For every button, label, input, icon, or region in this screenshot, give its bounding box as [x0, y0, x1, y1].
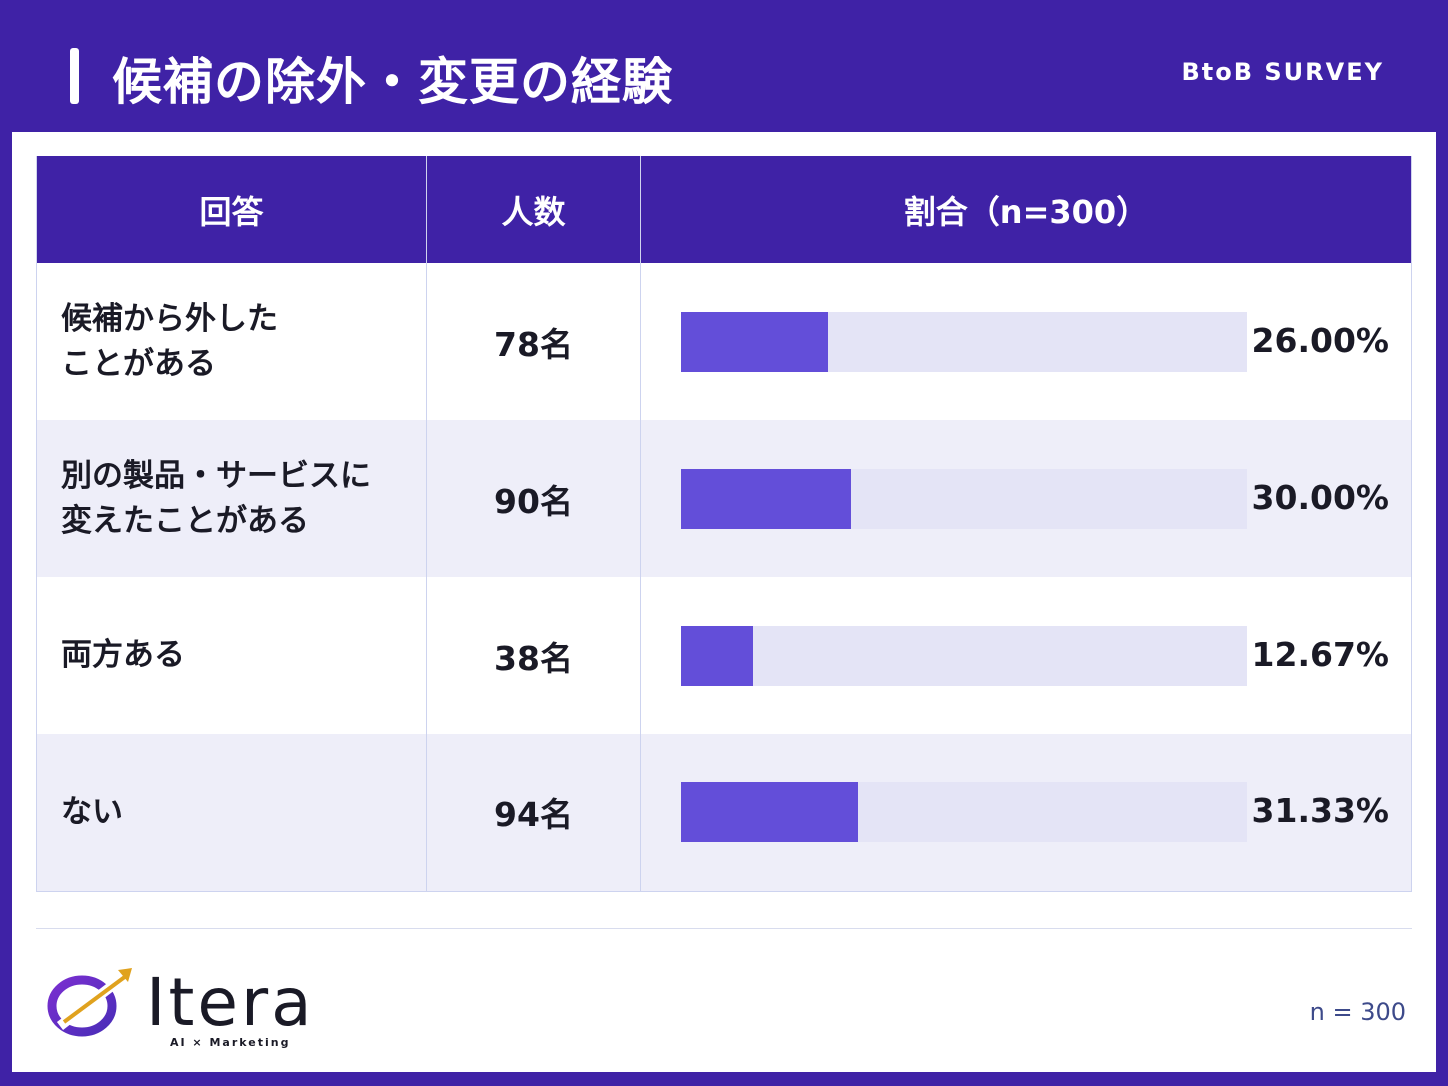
count-value: 38名 — [494, 638, 573, 678]
percent-label: 26.00% — [1251, 320, 1389, 360]
count-value: 90名 — [494, 481, 573, 521]
header-count: 人数 — [426, 156, 641, 263]
survey-tag: BtoB SURVEY — [1181, 58, 1384, 86]
count-value: 78名 — [494, 324, 573, 364]
bar-fill — [681, 625, 753, 686]
answer-label: 別の製品・サービスに 変えたことがある — [61, 457, 371, 539]
bar-track — [681, 625, 1247, 686]
logo-wordmark: Itera — [146, 964, 315, 1041]
bar-fill — [681, 468, 851, 529]
bar-fill — [681, 782, 859, 843]
itera-logo: Itera AI × Marketing — [42, 960, 342, 1050]
bar-fill — [681, 311, 829, 372]
bar-track — [681, 782, 1247, 843]
bar-track — [681, 468, 1247, 529]
answer-label: 候補から外した ことがある — [61, 300, 278, 382]
table-row: 別の製品・サービスに 変えたことがある 90名 30.00% — [36, 420, 1412, 577]
footer-divider — [36, 928, 1412, 929]
logo-swirl-icon — [47, 968, 134, 1037]
sample-size-label: n = 300 — [1309, 998, 1406, 1026]
survey-table: 回答 人数 割合（n=300） 候補から外した ことがある 78名 26.00%… — [36, 156, 1412, 892]
title-accent-bar — [70, 48, 79, 104]
header-bar: 候補の除外・変更の経験 BtoB SURVEY — [0, 0, 1448, 132]
table-row: 候補から外した ことがある 78名 26.00% — [36, 263, 1412, 420]
header-answer: 回答 — [36, 156, 427, 263]
header-ratio: 割合（n=300） — [640, 156, 1412, 263]
percent-label: 12.67% — [1251, 634, 1389, 674]
answer-label: 両方ある — [61, 637, 185, 673]
percent-label: 31.33% — [1251, 791, 1389, 831]
page-title: 候補の除外・変更の経験 — [112, 53, 673, 111]
answer-label: ない — [61, 793, 123, 830]
table-row: 両方ある 38名 12.67% — [36, 577, 1412, 734]
content-card: 回答 人数 割合（n=300） 候補から外した ことがある 78名 26.00%… — [12, 132, 1436, 1072]
percent-label: 30.00% — [1251, 477, 1389, 517]
count-value: 94名 — [494, 795, 573, 835]
logo-subtitle: AI × Marketing — [170, 1036, 291, 1049]
table-row: ない 94名 31.33% — [36, 734, 1412, 892]
bar-track — [681, 311, 1247, 372]
